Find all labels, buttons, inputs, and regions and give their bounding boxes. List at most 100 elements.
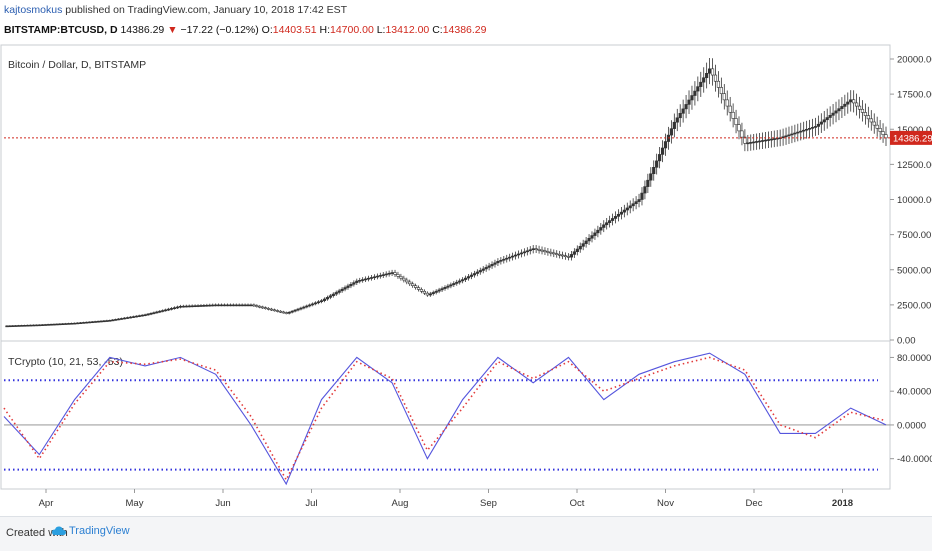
candle-up — [440, 288, 444, 291]
candle-up — [769, 138, 773, 141]
tradingview-cloud-icon — [52, 526, 66, 536]
candle-up — [831, 112, 835, 116]
candle-up — [613, 216, 618, 219]
candle-up — [687, 99, 691, 105]
candle-up — [169, 308, 174, 310]
candle-up — [99, 320, 103, 323]
candle-up — [496, 261, 500, 264]
candle-up — [20, 325, 24, 327]
candle-up — [622, 209, 626, 213]
candle-up — [466, 276, 471, 279]
candle-up — [222, 304, 227, 307]
indicator-pane[interactable] — [0, 340, 891, 490]
chart-area[interactable]: Bitcoin / Dollar, D, BITSTAMP TCrypto (1… — [0, 44, 932, 516]
candle-up — [805, 128, 809, 131]
candle-up — [569, 254, 574, 258]
candle-up — [225, 304, 230, 307]
last-price-badge — [890, 130, 932, 145]
candle-up — [434, 290, 438, 293]
candle-up — [752, 141, 756, 144]
candle-up — [478, 270, 482, 273]
candle-up — [102, 320, 106, 323]
time-tick-label: 2018 — [832, 498, 853, 509]
candle-up — [675, 117, 679, 123]
candle-down — [252, 304, 256, 307]
candle-up — [117, 318, 121, 321]
candle-up — [202, 305, 206, 307]
candle-up — [634, 201, 638, 205]
candle-up — [78, 322, 83, 324]
candle-up — [287, 311, 291, 314]
candle-up — [346, 285, 350, 288]
candle-up — [293, 309, 297, 312]
candle-up — [31, 324, 35, 327]
candle-up — [749, 142, 753, 144]
candle-up — [343, 287, 347, 290]
candle-up — [217, 304, 221, 307]
candle-up — [578, 246, 582, 250]
price-tick-label: 0.00 — [897, 336, 916, 347]
candle-up — [231, 304, 235, 307]
candle-up — [17, 325, 21, 327]
time-tick-label: Jun — [215, 498, 230, 509]
candle-up — [431, 292, 435, 295]
candle-down — [402, 277, 406, 281]
price-tick-label: 12500.00 — [897, 160, 932, 171]
candle-up — [513, 254, 518, 257]
candle-up — [14, 325, 18, 327]
candle-up — [643, 186, 647, 194]
candle-up — [322, 298, 327, 301]
candle-up — [334, 292, 338, 295]
candle-up — [475, 271, 479, 274]
candle-up — [240, 304, 244, 307]
time-tick-label: Dec — [746, 498, 763, 509]
candle-down — [725, 99, 729, 107]
candle-up — [364, 278, 368, 281]
candle-down — [534, 248, 538, 250]
candle-down — [546, 251, 550, 253]
candle-up — [308, 304, 312, 307]
candle-up — [772, 138, 776, 140]
candle-up — [575, 248, 579, 253]
candle-up — [8, 325, 12, 328]
candle-up — [384, 273, 388, 276]
candle-up — [137, 315, 141, 317]
chart-svg[interactable]: Bitcoin / Dollar, D, BITSTAMP TCrypto (1… — [0, 44, 932, 516]
time-tick-label: Sep — [480, 498, 497, 509]
time-tick-label: May — [126, 498, 144, 509]
author-link[interactable]: kajtosmokus — [4, 4, 63, 16]
candle-up — [5, 325, 9, 328]
candle-up — [519, 252, 524, 255]
candle-up — [366, 277, 371, 280]
candle-up — [164, 309, 168, 312]
candle-up — [372, 276, 377, 279]
candle-up — [587, 237, 591, 242]
candle-up — [49, 323, 53, 326]
candle-down — [719, 87, 723, 94]
candle-up — [316, 301, 321, 304]
candle-down — [266, 308, 271, 310]
candle-down — [408, 281, 412, 285]
candle-up — [655, 160, 659, 168]
oscillator-line — [3, 352, 887, 486]
price-pane[interactable] — [0, 44, 891, 342]
candle-down — [710, 68, 715, 76]
tradingview-logo[interactable]: TradingView — [52, 525, 130, 537]
candle-up — [161, 310, 165, 312]
candle-up — [214, 304, 218, 307]
candle-up — [299, 307, 303, 310]
candle-up — [375, 275, 379, 278]
candle-up — [243, 304, 247, 307]
candle-up — [120, 318, 124, 320]
candle-up — [469, 274, 474, 277]
candle-up — [757, 140, 762, 143]
candle-up — [114, 319, 118, 321]
candle-up — [34, 324, 38, 327]
candle-up — [531, 248, 535, 251]
candle-up — [228, 304, 232, 307]
candle-up — [305, 305, 309, 308]
candle-up — [75, 322, 80, 325]
last-price-label: 14386.29 — [893, 133, 932, 144]
candle-up — [499, 259, 503, 262]
candle-up — [834, 110, 838, 114]
